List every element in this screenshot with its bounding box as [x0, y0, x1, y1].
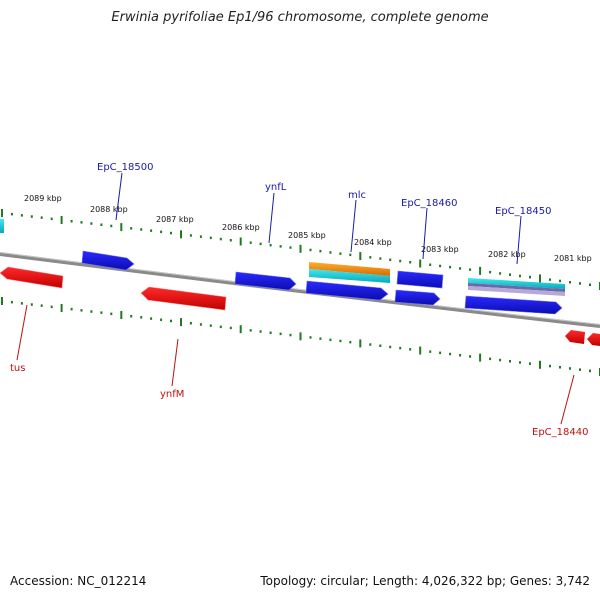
- gene-feature-red-edge[interactable]: [587, 333, 600, 346]
- scale-label-2089: 2089 kbp: [24, 194, 62, 203]
- genome-summary: Topology: circular; Length: 4,026,322 bp…: [260, 574, 590, 588]
- scale-labels: 2089 kbp 2088 kbp 2087 kbp 2086 kbp 2085…: [24, 194, 592, 263]
- inner-scale-ticks: [1, 297, 600, 376]
- gene-feature-mlc[interactable]: [305, 280, 389, 301]
- leader-ynfl: [268, 192, 275, 244]
- gene-feature-epc18450-lilac[interactable]: [468, 286, 565, 296]
- gene-label-ynfl[interactable]: ynfL: [265, 182, 287, 193]
- forward-strand-genes: [0, 219, 565, 315]
- scale-label-2084: 2084 kbp: [354, 238, 392, 247]
- gene-labels: EpC_18500 ynfL mlc EpC_18460 EpC_18450 t…: [10, 162, 588, 438]
- scale-label-2087: 2087 kbp: [156, 215, 194, 224]
- leader-epc18500: [115, 172, 123, 221]
- gene-feature-epc18450-slate[interactable]: [468, 283, 565, 292]
- chromosome-backbone: [0, 252, 600, 328]
- scale-label-2085: 2085 kbp: [288, 231, 326, 240]
- gene-label-tus[interactable]: tus: [10, 363, 25, 374]
- gene-feature-epc18450-cyan[interactable]: [468, 278, 565, 289]
- gene-feature-mlc-orange[interactable]: [309, 262, 390, 276]
- gene-label-epc18450[interactable]: EpC_18450: [495, 206, 551, 217]
- gene-feature-epc18450[interactable]: [464, 295, 563, 315]
- gene-label-ynfm[interactable]: ynfM: [160, 389, 184, 400]
- gene-feature-cyan-edge[interactable]: [0, 219, 4, 233]
- gene-leader-lines: [16, 172, 575, 425]
- gene-label-epc18460[interactable]: EpC_18460: [401, 198, 457, 209]
- map-title: Erwinia pyrifoliae Ep1/96 chromosome, co…: [111, 10, 489, 25]
- gene-feature-epc18460[interactable]: [396, 270, 444, 289]
- gene-feature-ynfm[interactable]: [140, 286, 227, 311]
- leader-epc18450: [516, 215, 522, 265]
- leader-epc18460: [422, 207, 428, 260]
- gene-feature-epc18440[interactable]: [565, 330, 585, 344]
- leader-tus: [16, 304, 28, 361]
- scale-label-2081: 2081 kbp: [554, 254, 592, 263]
- gene-label-epc18500[interactable]: EpC_18500: [97, 162, 153, 173]
- gene-feature-epc18500[interactable]: [81, 250, 135, 271]
- leader-epc18440: [560, 374, 575, 425]
- outer-scale-ticks: [1, 209, 600, 290]
- gene-feature-tus[interactable]: [0, 266, 64, 289]
- gene-feature-epc18460b[interactable]: [394, 289, 441, 306]
- gene-label-mlc[interactable]: mlc: [348, 190, 366, 201]
- accession-label: Accession: NC_012214: [10, 574, 147, 588]
- gene-label-epc18440[interactable]: EpC_18440: [532, 427, 588, 438]
- gene-feature-ynfl[interactable]: [234, 271, 297, 291]
- leader-mlc: [350, 199, 357, 253]
- scale-label-2086: 2086 kbp: [222, 223, 260, 232]
- scale-label-2082: 2082 kbp: [488, 250, 526, 259]
- leader-ynfm: [171, 338, 179, 387]
- gene-feature-mlc-cyan[interactable]: [309, 269, 390, 283]
- scale-label-2083: 2083 kbp: [421, 245, 459, 254]
- reverse-strand-genes: [0, 266, 600, 346]
- scale-label-2088: 2088 kbp: [90, 205, 128, 214]
